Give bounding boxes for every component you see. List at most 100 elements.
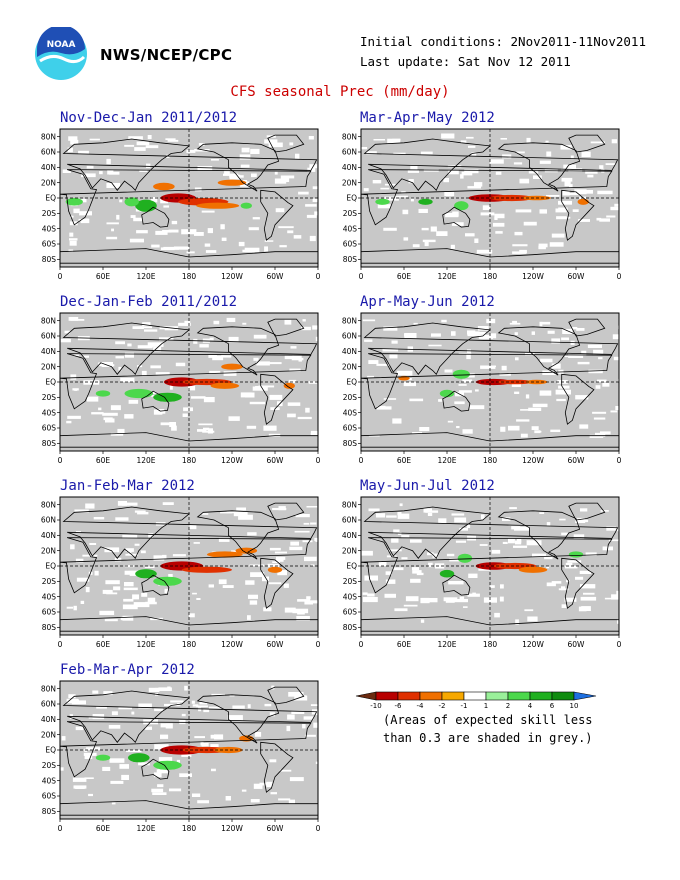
unshaded-patch — [474, 238, 479, 243]
unshaded-patch — [270, 792, 277, 795]
unshaded-patch — [600, 510, 609, 512]
unshaded-patch — [364, 575, 378, 581]
unshaded-patch — [171, 220, 178, 225]
unshaded-patch — [247, 532, 257, 536]
lat-label: 80N — [342, 500, 357, 509]
unshaded-patch — [106, 158, 111, 165]
unshaded-patch — [424, 241, 429, 247]
unshaded-patch — [421, 227, 429, 231]
anomaly-area — [454, 201, 469, 211]
unshaded-patch — [91, 412, 104, 415]
lon-label: 60E — [397, 456, 412, 465]
unshaded-patch — [80, 600, 85, 604]
lat-label: 40S — [42, 408, 57, 417]
unshaded-patch — [161, 411, 166, 414]
unshaded-patch — [436, 231, 448, 236]
lon-label: 0 — [359, 272, 364, 281]
unshaded-patch — [362, 319, 376, 322]
unshaded-patch — [618, 325, 623, 330]
unshaded-patch — [128, 399, 139, 404]
unshaded-patch — [283, 583, 289, 588]
unshaded-patch — [542, 370, 557, 375]
unshaded-patch — [102, 589, 113, 594]
lon-label: 0 — [58, 272, 63, 281]
unshaded-patch — [449, 558, 460, 562]
unshaded-patch — [476, 249, 493, 254]
unshaded-patch — [86, 165, 94, 169]
coastline — [59, 721, 312, 778]
unshaded-patch — [144, 566, 155, 568]
unshaded-patch — [153, 409, 163, 415]
unshaded-patch — [613, 356, 623, 361]
unshaded-patch — [312, 709, 320, 713]
unshaded-patch — [376, 513, 386, 518]
legend-tick-label: 6 — [550, 702, 555, 710]
unshaded-patch — [455, 540, 466, 543]
unshaded-patch — [132, 594, 139, 600]
unshaded-patch — [205, 250, 217, 253]
unshaded-patch — [120, 616, 130, 621]
unshaded-patch — [256, 361, 270, 366]
coastline — [363, 322, 619, 376]
unshaded-patch — [583, 190, 593, 194]
unshaded-patch — [500, 584, 504, 589]
unshaded-patch — [294, 530, 310, 533]
coastline — [442, 390, 471, 412]
unshaded-patch — [312, 198, 321, 202]
unshaded-patch — [306, 596, 311, 600]
unshaded-patch — [582, 519, 589, 523]
lon-label: 0 — [359, 640, 364, 649]
unshaded-patch — [141, 370, 147, 376]
unshaded-patch — [481, 514, 485, 520]
unshaded-patch — [368, 360, 379, 364]
lon-label: 60W — [267, 272, 285, 281]
unshaded-patch — [501, 365, 507, 371]
panel-title-ndj: Nov-Dec-Jan 2011/2012 — [60, 110, 238, 126]
unshaded-patch — [384, 593, 396, 598]
unshaded-patch — [163, 205, 169, 208]
unshaded-patch — [466, 136, 474, 139]
unshaded-patch — [382, 348, 399, 352]
unshaded-patch — [458, 352, 472, 355]
unshaded-patch — [122, 604, 138, 610]
unshaded-patch — [286, 725, 291, 732]
unshaded-patch — [486, 318, 496, 324]
legend-tick-label: -6 — [395, 702, 403, 710]
coastline — [260, 557, 294, 609]
lon-label: 120W — [522, 640, 544, 649]
unshaded-patch — [92, 714, 105, 720]
unshaded-patch — [99, 171, 103, 175]
unshaded-patch — [84, 754, 93, 759]
unshaded-patch — [468, 145, 476, 148]
unshaded-patch — [268, 582, 282, 585]
unshaded-patch — [564, 355, 576, 358]
unshaded-patch — [94, 570, 99, 576]
unshaded-patch — [145, 726, 152, 730]
unshaded-patch — [302, 540, 313, 543]
unshaded-patch — [105, 580, 120, 585]
unshaded-patch — [116, 214, 120, 220]
unshaded-patch — [539, 321, 543, 327]
unshaded-patch — [202, 430, 215, 433]
unshaded-patch — [249, 401, 265, 405]
unshaded-patch — [420, 619, 425, 623]
unshaded-patch — [269, 759, 277, 763]
unshaded-patch — [493, 222, 505, 227]
unshaded-patch — [152, 792, 167, 795]
unshaded-patch — [459, 390, 472, 393]
lon-label: 120W — [221, 824, 243, 833]
lat-label: 80N — [41, 684, 56, 693]
unshaded-patch — [546, 522, 551, 526]
unshaded-patch — [228, 416, 240, 421]
unshaded-patch — [538, 243, 548, 248]
unshaded-patch — [362, 597, 378, 603]
unshaded-patch — [223, 173, 239, 176]
coastline — [260, 741, 294, 793]
unshaded-patch — [387, 138, 401, 144]
unshaded-patch — [546, 195, 560, 197]
unshaded-patch — [463, 606, 468, 608]
unshaded-patch — [81, 173, 96, 178]
unshaded-patch — [511, 383, 521, 387]
unshaded-patch — [119, 199, 123, 203]
coastline — [561, 557, 595, 609]
